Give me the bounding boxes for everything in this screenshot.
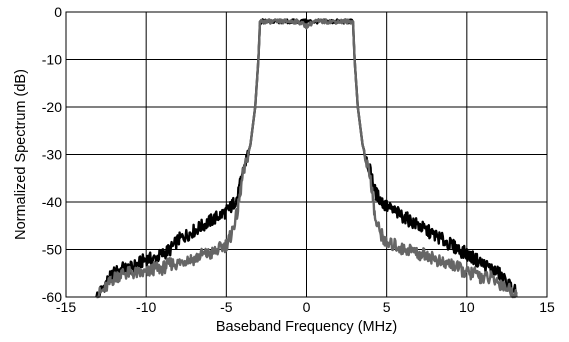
- y-tick-label: -60: [42, 289, 62, 305]
- y-axis-label: Normalized Spectrum (dB): [13, 69, 29, 240]
- y-tick-label: -30: [42, 147, 62, 163]
- series-layer: [95, 18, 518, 299]
- x-tick-label: 15: [539, 299, 555, 315]
- y-tick-label: -40: [42, 194, 62, 210]
- y-tick-label: -50: [42, 242, 62, 258]
- series-line-2: [96, 18, 518, 299]
- y-tick-label: -10: [42, 52, 62, 68]
- tick-labels: -15 -10 -5 0 5 10 150-10-20-30-40-50-60: [42, 4, 555, 315]
- x-tick-label: -5: [220, 299, 233, 315]
- x-axis-label: Baseband Frequency (MHz): [216, 319, 397, 335]
- plot-frame: [65, 11, 548, 298]
- x-tick-label: -15: [56, 299, 76, 315]
- x-tick-label: 5: [383, 299, 391, 315]
- x-tick-label: 0: [303, 299, 311, 315]
- y-tick-label: 0: [54, 4, 62, 20]
- series-line-1: [95, 18, 518, 298]
- x-tick-label: -10: [136, 299, 156, 315]
- y-tick-label: -20: [42, 99, 62, 115]
- x-tick-label: 10: [459, 299, 475, 315]
